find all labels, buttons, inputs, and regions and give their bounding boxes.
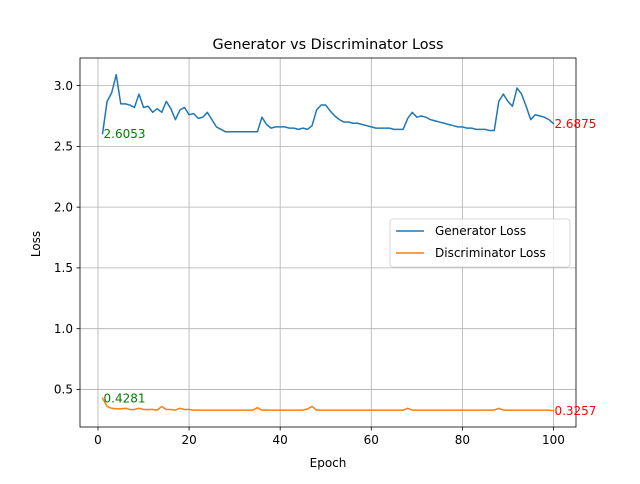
y-tick-label: 2.5 [54,140,73,154]
x-tick-label: 100 [542,433,565,447]
plot-frame [79,57,577,428]
generator-loss-line [101,73,555,135]
y-tick-label: 1.5 [54,261,73,275]
value-annotation: 0.4281 [104,392,146,406]
y-axis-label: Loss [29,231,43,257]
legend: Generator Loss Discriminator Loss [389,218,571,268]
axis-ticks: 0 20 40 60 80 100 0.5 1.0 1.5 2.0 2.5 3.0 [54,79,565,447]
legend-label-generator: Generator Loss [435,224,526,238]
x-tick-label: 0 [94,433,102,447]
legend-box [389,218,571,268]
y-tick-label: 3.0 [54,79,73,93]
x-tick-label: 60 [364,433,379,447]
chart-title: Generator vs Discriminator Loss [212,37,443,53]
x-tick-label: 40 [273,433,288,447]
value-annotation: 2.6875 [554,117,596,131]
annotations: 2.6053 2.6875 0.4281 0.3257 [104,117,597,418]
x-tick-label: 80 [455,433,470,447]
x-axis-label: Epoch [310,456,347,470]
series-lines [101,73,555,412]
y-tick-label: 1.0 [54,322,73,336]
y-tick-label: 2.0 [54,200,73,214]
y-tick-label: 0.5 [54,383,73,397]
value-annotation: 2.6053 [104,127,146,141]
legend-label-discriminator: Discriminator Loss [435,246,546,260]
discriminator-loss-line [101,397,555,412]
grid [80,58,576,427]
value-annotation: 0.3257 [554,404,596,418]
x-tick-label: 20 [181,433,196,447]
